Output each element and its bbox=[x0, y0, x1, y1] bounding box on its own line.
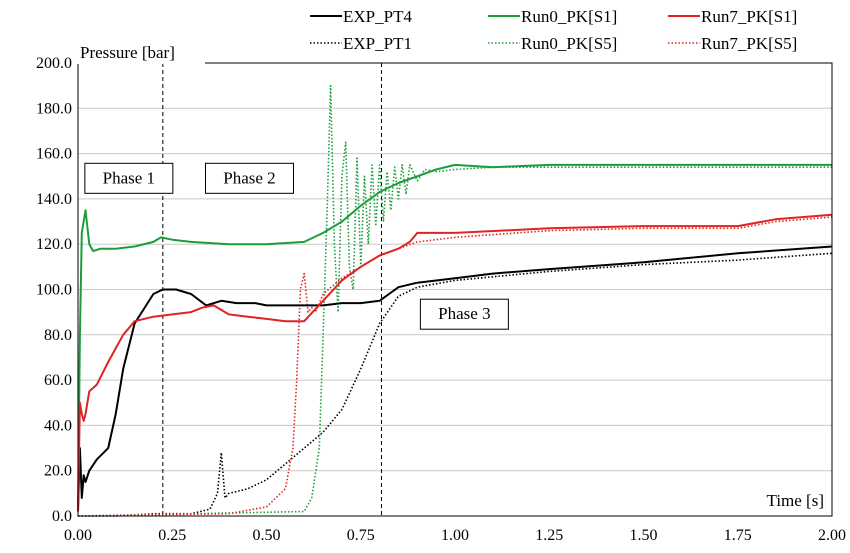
x-tick-label: 1.75 bbox=[724, 527, 752, 544]
x-tick-label: 1.25 bbox=[535, 527, 563, 544]
data-series bbox=[77, 84, 833, 517]
x-tick-label: 0.75 bbox=[347, 527, 375, 544]
series-line-exp-pt1 bbox=[78, 252, 833, 517]
y-axis-tick-labels: 0.0 20.0 40.0 60.0 80.0 100.0 120.0 140.0 160.0 1… bbox=[36, 55, 72, 525]
phase-label-box bbox=[419, 298, 509, 330]
x-tick-label: 0.00 bbox=[64, 527, 92, 544]
y-tick-label: 200.0 bbox=[36, 55, 72, 72]
series-line-run7-pk-s1- bbox=[77, 213, 833, 512]
y-tick-label: 20.0 bbox=[44, 463, 72, 480]
series-line-run0-pk-s1- bbox=[77, 163, 832, 512]
phase-label: Phase 1 bbox=[103, 168, 155, 187]
plot-area-border bbox=[77, 62, 833, 517]
legend: EXP_PT4 EXP_PT1 Run0_PK[S1] Run0_PK[S5] Run7… bbox=[310, 7, 797, 53]
x-axis-title: Time [s] bbox=[767, 491, 824, 510]
phase-annotations: Phase 1 Phase 2 Phase 3 bbox=[84, 162, 509, 330]
y-tick-label: 100.0 bbox=[36, 282, 72, 299]
legend-label: Run7_PK[S1] bbox=[701, 7, 797, 26]
legend-label: Run0_PK[S5] bbox=[521, 34, 617, 53]
y-tick-label: 0.0 bbox=[52, 508, 72, 525]
phase-label: Phase 2 bbox=[223, 168, 275, 187]
x-tick-label: 0.50 bbox=[253, 527, 281, 544]
y-tick-label: 80.0 bbox=[44, 327, 72, 344]
y-axis-title: Pressure [bar] bbox=[80, 43, 175, 62]
x-axis-tick-labels: 0.00 0.25 0.50 0.75 1.00 1.25 1.50 1.75 2.00 bbox=[64, 527, 846, 544]
x-tick-label: 0.25 bbox=[158, 527, 186, 544]
legend-label: EXP_PT1 bbox=[343, 34, 412, 53]
legend-label: Run0_PK[S1] bbox=[521, 7, 617, 26]
series-line-run0-pk-s5- bbox=[77, 84, 832, 517]
gridlines bbox=[78, 107, 832, 472]
y-tick-label: 140.0 bbox=[36, 191, 72, 208]
x-tick-label: 1.50 bbox=[630, 527, 658, 544]
legend-label: Run7_PK[S5] bbox=[701, 34, 797, 53]
y-tick-label: 120.0 bbox=[36, 236, 72, 253]
x-tick-label: 1.00 bbox=[441, 527, 469, 544]
y-tick-label: 40.0 bbox=[44, 417, 72, 434]
phase-label: Phase 3 bbox=[438, 304, 490, 323]
series-line-run7-pk-s5- bbox=[77, 216, 833, 517]
y-tick-label: 160.0 bbox=[36, 146, 72, 163]
x-axis-title-background bbox=[752, 490, 828, 512]
y-tick-label: 180.0 bbox=[36, 100, 72, 117]
legend-label: EXP_PT4 bbox=[343, 7, 412, 26]
y-axis-title-background bbox=[75, 42, 205, 64]
y-tick-label: 60.0 bbox=[44, 372, 72, 389]
x-tick-label: 2.00 bbox=[818, 527, 846, 544]
phase-label-box bbox=[204, 162, 294, 194]
phase-label-box bbox=[84, 162, 174, 194]
series-line-exp-pt4 bbox=[77, 245, 833, 512]
